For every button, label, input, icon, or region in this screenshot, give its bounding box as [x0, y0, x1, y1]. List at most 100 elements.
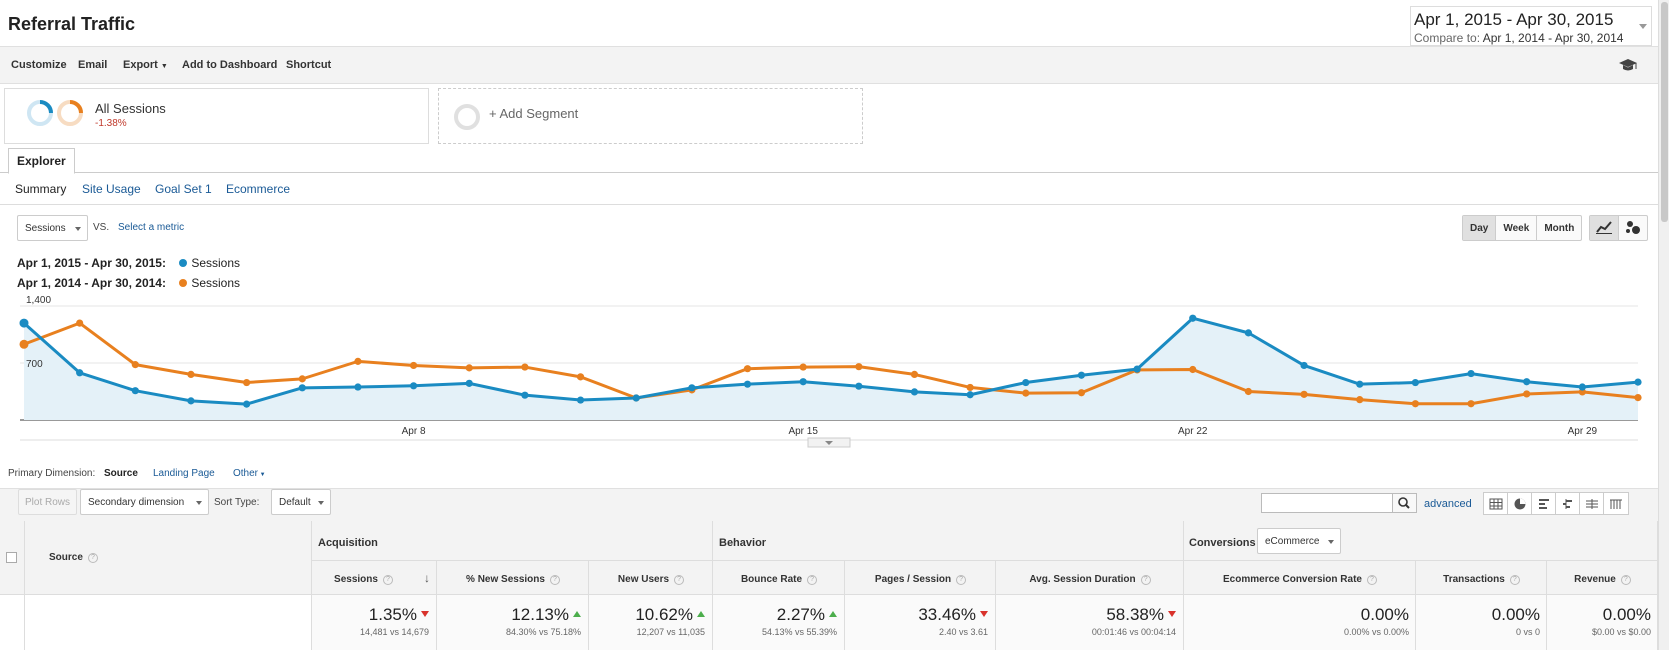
total-value: 12.13%	[511, 605, 581, 625]
search-icon	[1398, 497, 1410, 509]
dimension-other[interactable]: Other ▼	[233, 468, 266, 479]
chevron-down-icon[interactable]	[1639, 24, 1647, 29]
help-icon[interactable]: ?	[1620, 575, 1631, 585]
tab-explorer[interactable]: Explorer	[8, 148, 75, 174]
help-icon[interactable]: ?	[1140, 575, 1151, 585]
help-icon[interactable]: ?	[674, 575, 685, 585]
add-to-dashboard-button[interactable]: Add to Dashboard	[182, 59, 278, 71]
pie-view-button[interactable]	[1508, 493, 1532, 514]
add-segment-button[interactable]: + Add Segment	[438, 88, 863, 144]
data-point	[354, 383, 362, 391]
totals-cell: 58.38% 00:01:46 vs 00:04:14	[996, 595, 1184, 650]
column-header-label: Pages / Session?	[845, 574, 996, 585]
total-value: 0.00%	[1603, 605, 1651, 625]
source-header[interactable]: Source?	[25, 521, 312, 595]
metric-select[interactable]: Sessions	[17, 215, 88, 241]
total-value-text: 33.46%	[918, 605, 976, 624]
column-header[interactable]: % New Sessions?	[437, 561, 589, 595]
page-scrollbar[interactable]	[1658, 0, 1669, 650]
help-icon[interactable]: ?	[807, 575, 818, 585]
table-search-input[interactable]	[1261, 493, 1393, 513]
subtab-goal-set-1[interactable]: Goal Set 1	[155, 182, 212, 196]
series-line	[23, 316, 1639, 406]
data-point	[354, 357, 362, 365]
dimension-landing-page[interactable]: Landing Page	[153, 468, 215, 479]
select-all-cell	[0, 521, 25, 595]
column-header-text: Revenue	[1574, 574, 1616, 585]
help-icon[interactable]: ?	[1366, 575, 1377, 585]
sort-arrow-icon[interactable]: ↓	[424, 571, 430, 585]
total-compare: 0.00% vs 0.00%	[1343, 627, 1409, 637]
data-point	[1189, 314, 1197, 322]
data-table: Source? Acquisition Behavior Conversions…	[0, 521, 1658, 650]
trend-down-icon	[980, 611, 988, 617]
email-button[interactable]: Email	[78, 59, 108, 71]
line-chart-button[interactable]	[1590, 216, 1619, 240]
sessions-line-chart[interactable]: 1,400 700 Apr 8 Apr 15 Apr 22 Apr 29	[0, 292, 1658, 452]
data-point	[632, 394, 640, 402]
month-button[interactable]: Month	[1544, 223, 1575, 234]
column-header[interactable]: Ecommerce Conversion Rate?	[1184, 561, 1416, 595]
caret-down-icon	[75, 227, 81, 231]
pivot-view-button[interactable]	[1604, 493, 1628, 514]
shortcut-button[interactable]: Shortcut	[286, 59, 332, 71]
totals-cell: 0.00% $0.00 vs $0.00	[1547, 595, 1658, 650]
chevron-down-icon	[825, 441, 833, 445]
day-button[interactable]: Day	[1463, 216, 1497, 240]
plot-rows-button[interactable]: Plot Rows	[18, 489, 78, 515]
data-point	[187, 397, 195, 405]
data-point	[1022, 378, 1030, 387]
help-icon[interactable]: ?	[956, 575, 967, 585]
sort-type-select[interactable]: Default	[271, 489, 331, 515]
data-table-view-button[interactable]	[1484, 493, 1508, 514]
total-value-text: 0.00%	[1602, 605, 1651, 624]
subtab-summary[interactable]: Summary	[15, 182, 67, 196]
help-icon[interactable]: ?	[87, 553, 98, 563]
conversions-select[interactable]: eCommerce	[1257, 528, 1341, 554]
help-icon[interactable]: ?	[1509, 575, 1520, 585]
data-point	[1411, 400, 1419, 408]
graduation-cap-icon[interactable]	[1618, 57, 1638, 73]
customize-button[interactable]: Customize	[11, 59, 67, 71]
data-point	[243, 378, 251, 387]
column-header[interactable]: Revenue?	[1547, 561, 1658, 595]
column-header-label: Sessions?	[312, 574, 415, 585]
data-point	[688, 384, 696, 392]
source-header-text: Source	[49, 552, 83, 563]
totals-cell: 2.27% 54.13% vs 55.39%	[713, 595, 845, 650]
performance-view-button[interactable]	[1532, 493, 1556, 514]
segment-all-sessions[interactable]: All Sessions -1.38%	[4, 88, 429, 144]
subtab-site-usage[interactable]: Site Usage	[82, 182, 141, 196]
comparison-view-button[interactable]	[1556, 493, 1580, 514]
total-value: 0.00%	[1361, 605, 1409, 625]
select-all-checkbox[interactable]	[6, 552, 17, 563]
select-metric-link[interactable]: Select a metric	[118, 222, 185, 233]
total-value-text: 0.00%	[1360, 605, 1409, 624]
help-icon[interactable]: ?	[549, 575, 560, 585]
export-button[interactable]: Export ▼	[123, 59, 168, 71]
column-header[interactable]: Transactions?	[1416, 561, 1547, 595]
motion-chart-button[interactable]	[1619, 216, 1647, 240]
search-button[interactable]	[1393, 493, 1417, 513]
week-button[interactable]: Week	[1496, 216, 1538, 240]
segment-label: All Sessions	[95, 101, 166, 116]
data-point	[409, 382, 418, 390]
totals-checkbox-cell	[0, 595, 25, 650]
scrollbar-thumb[interactable]	[1661, 2, 1668, 222]
legend-metric: Sessions	[191, 256, 241, 270]
column-header[interactable]: Avg. Session Duration?	[996, 561, 1184, 595]
term-cloud-view-button[interactable]	[1580, 493, 1604, 514]
column-header[interactable]: Bounce Rate?	[713, 561, 845, 595]
sort-type-value: Default	[279, 497, 311, 508]
subtabs: Summary Site Usage Goal Set 1 Ecommerce	[0, 173, 1658, 205]
subtab-ecommerce[interactable]: Ecommerce	[226, 182, 291, 196]
dimension-source[interactable]: Source	[104, 468, 138, 479]
secondary-dimension-select[interactable]: Secondary dimension	[80, 489, 209, 515]
date-range-picker[interactable]: Apr 1, 2015 - Apr 30, 2015 Compare to: A…	[1410, 6, 1652, 46]
column-header[interactable]: New Users?	[589, 561, 713, 595]
behavior-label: Behavior	[719, 537, 767, 549]
advanced-filter-link[interactable]: advanced	[1424, 498, 1472, 510]
help-icon[interactable]: ?	[382, 575, 393, 585]
column-header[interactable]: Sessions? ↓	[312, 561, 437, 595]
column-header[interactable]: Pages / Session?	[845, 561, 996, 595]
